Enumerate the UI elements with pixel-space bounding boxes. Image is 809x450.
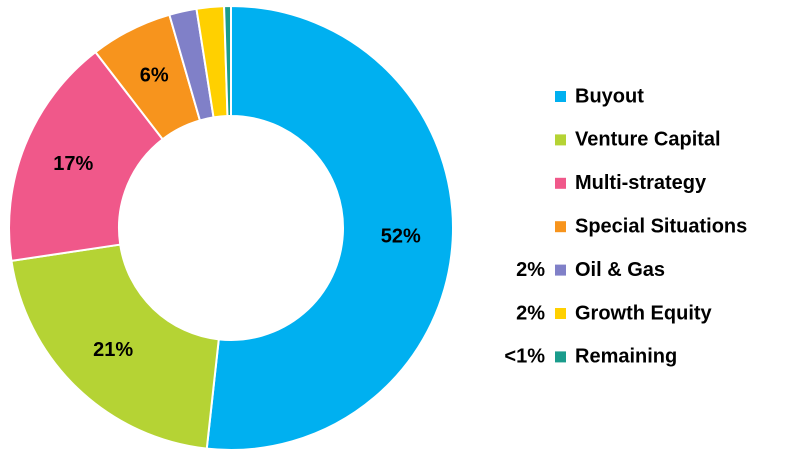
legend-label: Multi-strategy — [575, 172, 707, 194]
slice-label: 17% — [53, 153, 93, 175]
legend-label: Remaining — [575, 346, 677, 368]
slice-label: 2% — [516, 302, 545, 324]
legend-swatch — [555, 91, 566, 102]
slice-label: 2% — [516, 259, 545, 281]
legend-swatch — [555, 308, 566, 319]
slice-label: 52% — [381, 226, 421, 248]
slice-label: 6% — [140, 65, 169, 87]
legend-swatch — [555, 221, 566, 233]
legend-swatch — [555, 134, 566, 146]
donut-slice — [10, 243, 220, 450]
slice-label: <1% — [504, 346, 545, 368]
legend-label: Growth Equity — [575, 302, 713, 324]
legend-swatch — [555, 264, 566, 276]
legend-label: Special Situations — [575, 215, 747, 237]
slice-label: 21% — [93, 339, 133, 361]
donut-slice — [205, 4, 454, 450]
donut-slice — [223, 4, 232, 118]
donut-slice — [8, 50, 165, 262]
legend-label: Venture Capital — [575, 129, 721, 151]
legend-swatch — [555, 351, 566, 363]
legend-label: Oil & Gas — [575, 259, 665, 281]
legend-swatch — [555, 177, 566, 189]
legend-label: Buyout — [575, 85, 644, 107]
